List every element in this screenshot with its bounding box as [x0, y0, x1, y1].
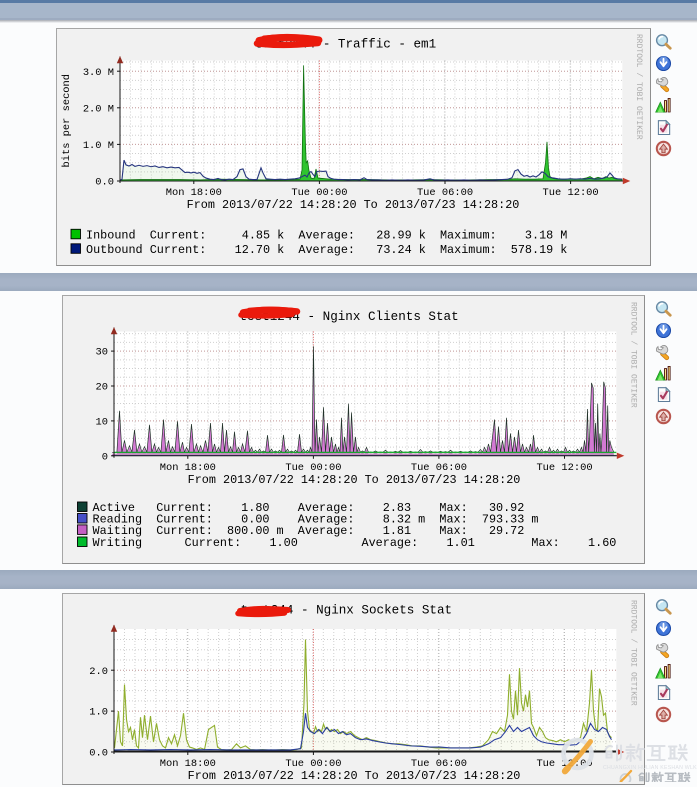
svg-text:Inbound Current: 4.85 k: Inbound Current: 4.85 k Average: 28.99 k… — [86, 228, 567, 242]
svg-text:CHUANGXIN HULIAN KESHAN WLKJ: CHUANGXIN HULIAN KESHAN WLKJ — [603, 765, 697, 771]
svg-text:From 2013/07/22 14:28:20 To 20: From 2013/07/22 14:28:20 To 2013/07/23 1… — [187, 769, 520, 783]
svg-text:Tue 00:00: Tue 00:00 — [285, 758, 341, 770]
svg-text:From 2013/07/22 14:28:20 To 20: From 2013/07/22 14:28:20 To 2013/07/23 1… — [187, 198, 520, 212]
svg-text:Mon 18:00: Mon 18:00 — [159, 758, 215, 770]
svg-text:RRDTOOL / TOBI OETIKER: RRDTOOL / TOBI OETIKER — [628, 600, 637, 706]
svg-text:0.0: 0.0 — [89, 747, 108, 759]
svg-text:1.0 M: 1.0 M — [83, 140, 114, 152]
svg-text:Tue 00:00: Tue 00:00 — [285, 461, 341, 473]
svg-text:20: 20 — [95, 381, 107, 393]
svg-text:Tue 06:00: Tue 06:00 — [417, 187, 473, 199]
svg-text:2.0: 2.0 — [89, 665, 108, 677]
svg-text:test244 - Nginx Sockets Stat: test244 - Nginx Sockets Stat — [240, 603, 452, 617]
svg-text:Active Current: 1.80 A: Active Current: 1.80 Average: 2.83 Max: … — [92, 501, 524, 515]
svg-text:0: 0 — [101, 451, 107, 463]
svg-text:Tue 06:00: Tue 06:00 — [410, 461, 466, 473]
svg-text:Mon 18:00: Mon 18:00 — [159, 461, 215, 473]
svg-text:10: 10 — [95, 416, 107, 428]
svg-text:2.0 M: 2.0 M — [83, 103, 114, 115]
svg-text:Waiting Current: 800.00 m A: Waiting Current: 800.00 m Average: 1.81 … — [92, 523, 524, 537]
svg-text:30: 30 — [95, 346, 107, 358]
svg-text:Outbound Current: 12.70 k: Outbound Current: 12.70 k Average: 73.24… — [86, 243, 567, 257]
svg-text:Writing Current: 1.00: Writing Current: 1.00 Average: 1.01 Max:… — [92, 536, 616, 550]
svg-text:Tue 06:00: Tue 06:00 — [410, 758, 466, 770]
svg-text:From 2013/07/22 14:28:20 To 20: From 2013/07/22 14:28:20 To 2013/07/23 1… — [187, 472, 520, 486]
svg-text:Reading Current: 0.00 A: Reading Current: 0.00 Average: 8.32 m Ma… — [92, 512, 538, 526]
svg-text:bits per second: bits per second — [61, 74, 73, 168]
svg-text:0.0: 0.0 — [95, 177, 114, 189]
svg-text:Tue 00:00: Tue 00:00 — [291, 187, 347, 199]
svg-text:Tue 12:00: Tue 12:00 — [543, 187, 599, 199]
svg-text:Tue 12:00: Tue 12:00 — [536, 461, 592, 473]
svg-text:3.0 M: 3.0 M — [83, 67, 114, 79]
svg-text:Mon 18:00: Mon 18:00 — [166, 187, 222, 199]
svg-text:1.0: 1.0 — [89, 706, 108, 718]
svg-text:RRDTOOL / TOBI OETIKER: RRDTOOL / TOBI OETIKER — [628, 302, 637, 408]
svg-text:RRDTOOL / TOBI OETIKER: RRDTOOL / TOBI OETIKER — [634, 34, 643, 140]
